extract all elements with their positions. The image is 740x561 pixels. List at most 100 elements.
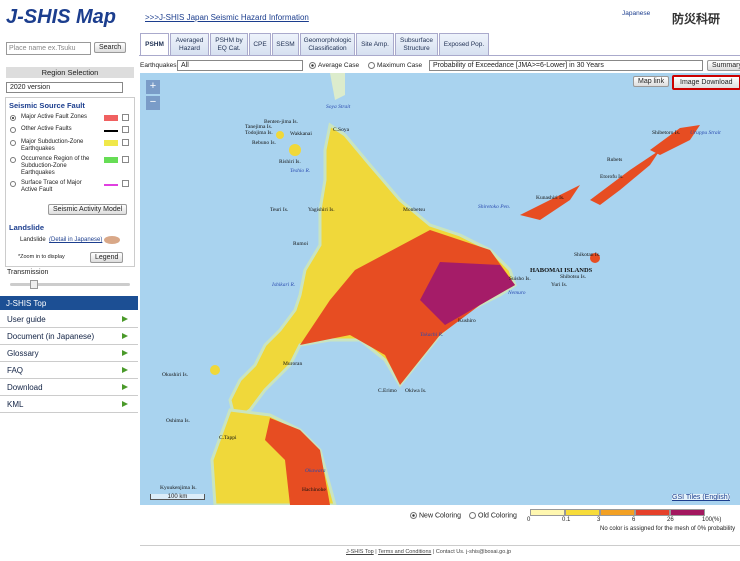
menu-arrow [122,333,128,339]
menu-arrow [122,316,128,322]
fault-radio [10,115,16,121]
map-label: Okushiri Is. [162,372,188,378]
landslide-title: Landslide [9,223,45,232]
maximum-radio[interactable]: Maximum Case [368,62,422,69]
earthquakes-select[interactable]: All [177,60,303,71]
fault-radio [10,157,16,163]
version-select[interactable]: 2020 version [6,82,123,93]
fault-radio [10,127,16,133]
fault-label: Surface Trace of Major Active Fault [21,180,82,193]
map-label: Rishiri Is. [279,159,301,165]
map-label: Oshima Is. [166,418,190,424]
old-coloring[interactable]: Old Coloring [469,512,517,519]
map-label: C.Soya [333,127,350,133]
fault-radio [10,181,16,187]
map-label: Monbetsu [403,207,425,213]
probability-select[interactable]: Probability of Exceedance [JMA>=6-Lower]… [429,60,703,71]
average-label: Average Case [318,62,360,70]
image-download-button[interactable]: Image Download [672,75,740,90]
menu-item[interactable]: User guide [0,311,138,328]
fault-checkbox [122,126,129,133]
landslide-link[interactable]: (Detail in Japanese) [49,237,103,243]
fault-swatch [104,130,118,132]
fault-label: Major Active Fault Zones [21,114,88,120]
map[interactable] [140,73,740,505]
legend-label: 100(%) [702,517,722,523]
activity-model-button[interactable]: Seismic Activity Model [48,204,128,215]
search-button[interactable]: Search [94,42,127,53]
footer: J-SHIS Top | Terms and Conditions | Cont… [346,549,512,555]
zoom-in[interactable]: + [146,80,160,94]
tab-rule [139,55,740,56]
logo[interactable]: J-SHIS Map [6,6,117,28]
map-label: Wakkanai [290,131,312,137]
legend-label: 6 [632,517,636,523]
slider-handle[interactable] [30,280,38,289]
search-input[interactable]: Place name ex.Tsuku [6,42,91,55]
zoom-out[interactable]: − [146,96,160,110]
site-link[interactable]: >>>J-SHIS Japan Seismic Hazard Informati… [145,13,309,22]
map-label: Yuri Is. [551,282,568,288]
tab[interactable]: CPE [249,33,271,55]
map-label: Hachinohe [302,487,326,493]
menu-item[interactable]: Glossary [0,345,138,362]
tiles-link[interactable]: GSI Tiles (English) [672,494,730,501]
menu-arrow [122,384,128,390]
menu-item[interactable]: FAQ [0,362,138,379]
footer-rule [140,545,740,546]
map-label: Rebuno Is. [252,140,276,146]
average-radio[interactable]: Average Case [309,62,359,69]
map-label: Shibetoro Is. [652,130,681,136]
summary-button[interactable]: Summary [707,60,740,71]
old-coloring-label: Old Coloring [478,512,517,520]
tab[interactable]: Exposed Pop. [439,33,489,55]
menu-item[interactable]: Download [0,379,138,396]
map-label: Ishikari R. [272,282,296,288]
fault-panel [5,97,135,267]
transmission-slider[interactable] [10,283,130,286]
fault-label: Occurrence Region of the Subduction-Zone… [21,156,90,176]
footer-terms[interactable]: Terms and Conditions [378,549,432,555]
fault-checkbox [122,156,129,163]
fault-swatch [104,140,118,146]
org-logo[interactable]: 防災科研 [672,12,721,26]
menu-arrow [122,401,128,407]
map-label: Shikotan Is. [574,252,601,258]
new-coloring[interactable]: New Coloring [410,512,461,519]
map-label: Nemuro [508,290,526,296]
new-coloring-label: New Coloring [419,512,462,520]
tab[interactable]: SESM [272,33,299,55]
landslide-swatch [104,236,120,244]
map-label: Yagishiri Is. [308,207,335,213]
menu-item[interactable]: KML [0,396,138,413]
legend-swatch [530,509,565,516]
menu-arrow [122,367,128,373]
tab[interactable]: Site Amp. [356,33,394,55]
legend-note: No color is assigned for the mesh of 0% … [600,526,736,532]
tab[interactable]: Geomorphologic Classification [300,33,355,55]
language-link[interactable]: Japanese [622,10,651,17]
tab[interactable]: PSHM by EQ Cat. [210,33,248,55]
menu-item[interactable]: Document (in Japanese) [0,328,138,345]
map-link-button[interactable]: Map link [633,76,670,87]
legend-swatch [565,509,600,516]
map-label: Shiretoko Pen. [478,204,511,210]
map-label: Kunashiri Is. [536,195,565,201]
map-label: Muroran [283,361,303,367]
footer-top[interactable]: J-SHIS Top [346,549,374,555]
tab[interactable]: Averaged Hazard [170,33,209,55]
earthquakes-label: Earthquakes [140,62,177,69]
legend-label: 0 [527,517,531,523]
map-label: Kushiro [458,318,476,324]
legend-button[interactable]: Legend [90,252,124,263]
map-label: C.Erimo [378,388,397,394]
fault-label: Major Subduction-Zone Earthquakes [21,139,84,152]
menu-arrow [122,350,128,356]
tab[interactable]: Subsurface Structure [395,33,438,55]
tab[interactable]: PSHM [140,33,169,55]
legend-label: 26 [667,517,674,523]
map-label: Tanejima Is. [245,124,273,130]
panel-title: Seismic Source Fault [9,101,85,110]
menu-title[interactable]: J-SHIS Top [0,296,138,310]
